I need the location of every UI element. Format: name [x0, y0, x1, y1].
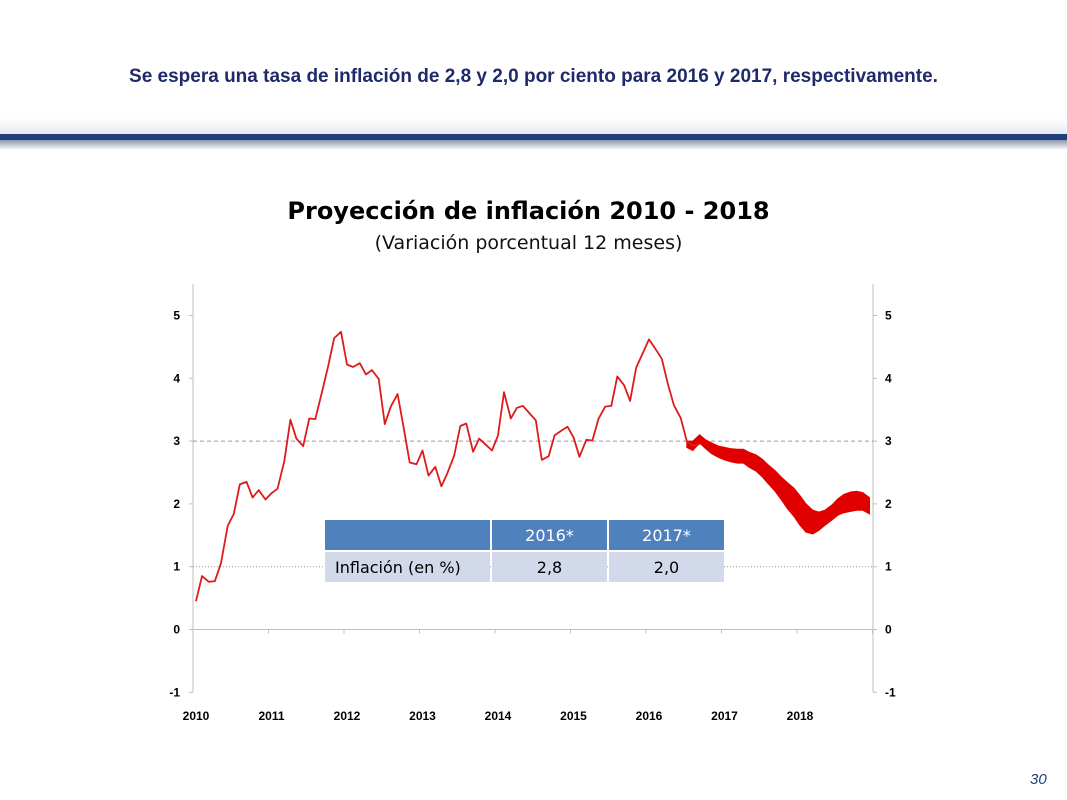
y-tick-label-left: 1 — [173, 560, 180, 574]
y-tick-label-right: 3 — [885, 434, 892, 448]
y-tick-label-right: 5 — [885, 309, 892, 323]
table-value-2016: 2,8 — [492, 552, 607, 582]
y-tick-label-left: 3 — [173, 434, 180, 448]
projection-table: 2016* 2017* Inflación (en %) 2,8 2,0 — [323, 518, 726, 584]
x-tick-label: 2018 — [787, 709, 814, 723]
y-tick-label-right: -1 — [885, 685, 896, 699]
y-tick-label-right: 0 — [885, 623, 892, 637]
y-tick-label-left: 4 — [173, 371, 180, 385]
x-tick-label: 2015 — [560, 709, 587, 723]
x-tick-label: 2017 — [711, 709, 738, 723]
header-rule-shadow — [0, 140, 1067, 150]
page-number: 30 — [1030, 771, 1047, 788]
y-tick-label-left: 2 — [173, 497, 180, 511]
y-tick-label-left: 0 — [173, 623, 180, 637]
slide-headline: Se espera una tasa de inflación de 2,8 y… — [129, 66, 938, 87]
y-tick-label-right: 2 — [885, 497, 892, 511]
header-rule-light — [0, 118, 1067, 134]
y-tick-label-left: -1 — [169, 685, 180, 699]
x-tick-label: 2012 — [334, 709, 361, 723]
y-tick-label-right: 1 — [885, 560, 892, 574]
y-tick-label-right: 4 — [885, 371, 892, 385]
x-tick-label: 2011 — [258, 709, 284, 723]
table-header-row: 2016* 2017* — [325, 520, 724, 550]
table-header-empty — [325, 520, 490, 550]
table-header-2016: 2016* — [492, 520, 607, 550]
x-tick-label: 2010 — [183, 709, 210, 723]
header-rule — [0, 134, 1067, 140]
table-row: Inflación (en %) 2,8 2,0 — [325, 552, 724, 582]
chart-subtitle: (Variación porcentual 12 meses) — [374, 232, 683, 254]
table-row-label: Inflación (en %) — [325, 552, 490, 582]
y-tick-label-left: 5 — [173, 309, 180, 323]
chart-title: Proyección de inflación 2010 - 2018 — [287, 197, 770, 225]
observed-inflation-line — [195, 330, 700, 602]
x-tick-label: 2016 — [636, 709, 663, 723]
x-tick-label: 2014 — [485, 709, 512, 723]
projection-band — [686, 434, 870, 535]
table-header-2017: 2017* — [609, 520, 724, 550]
table-value-2017: 2,0 — [609, 552, 724, 582]
x-tick-label: 2013 — [409, 709, 436, 723]
